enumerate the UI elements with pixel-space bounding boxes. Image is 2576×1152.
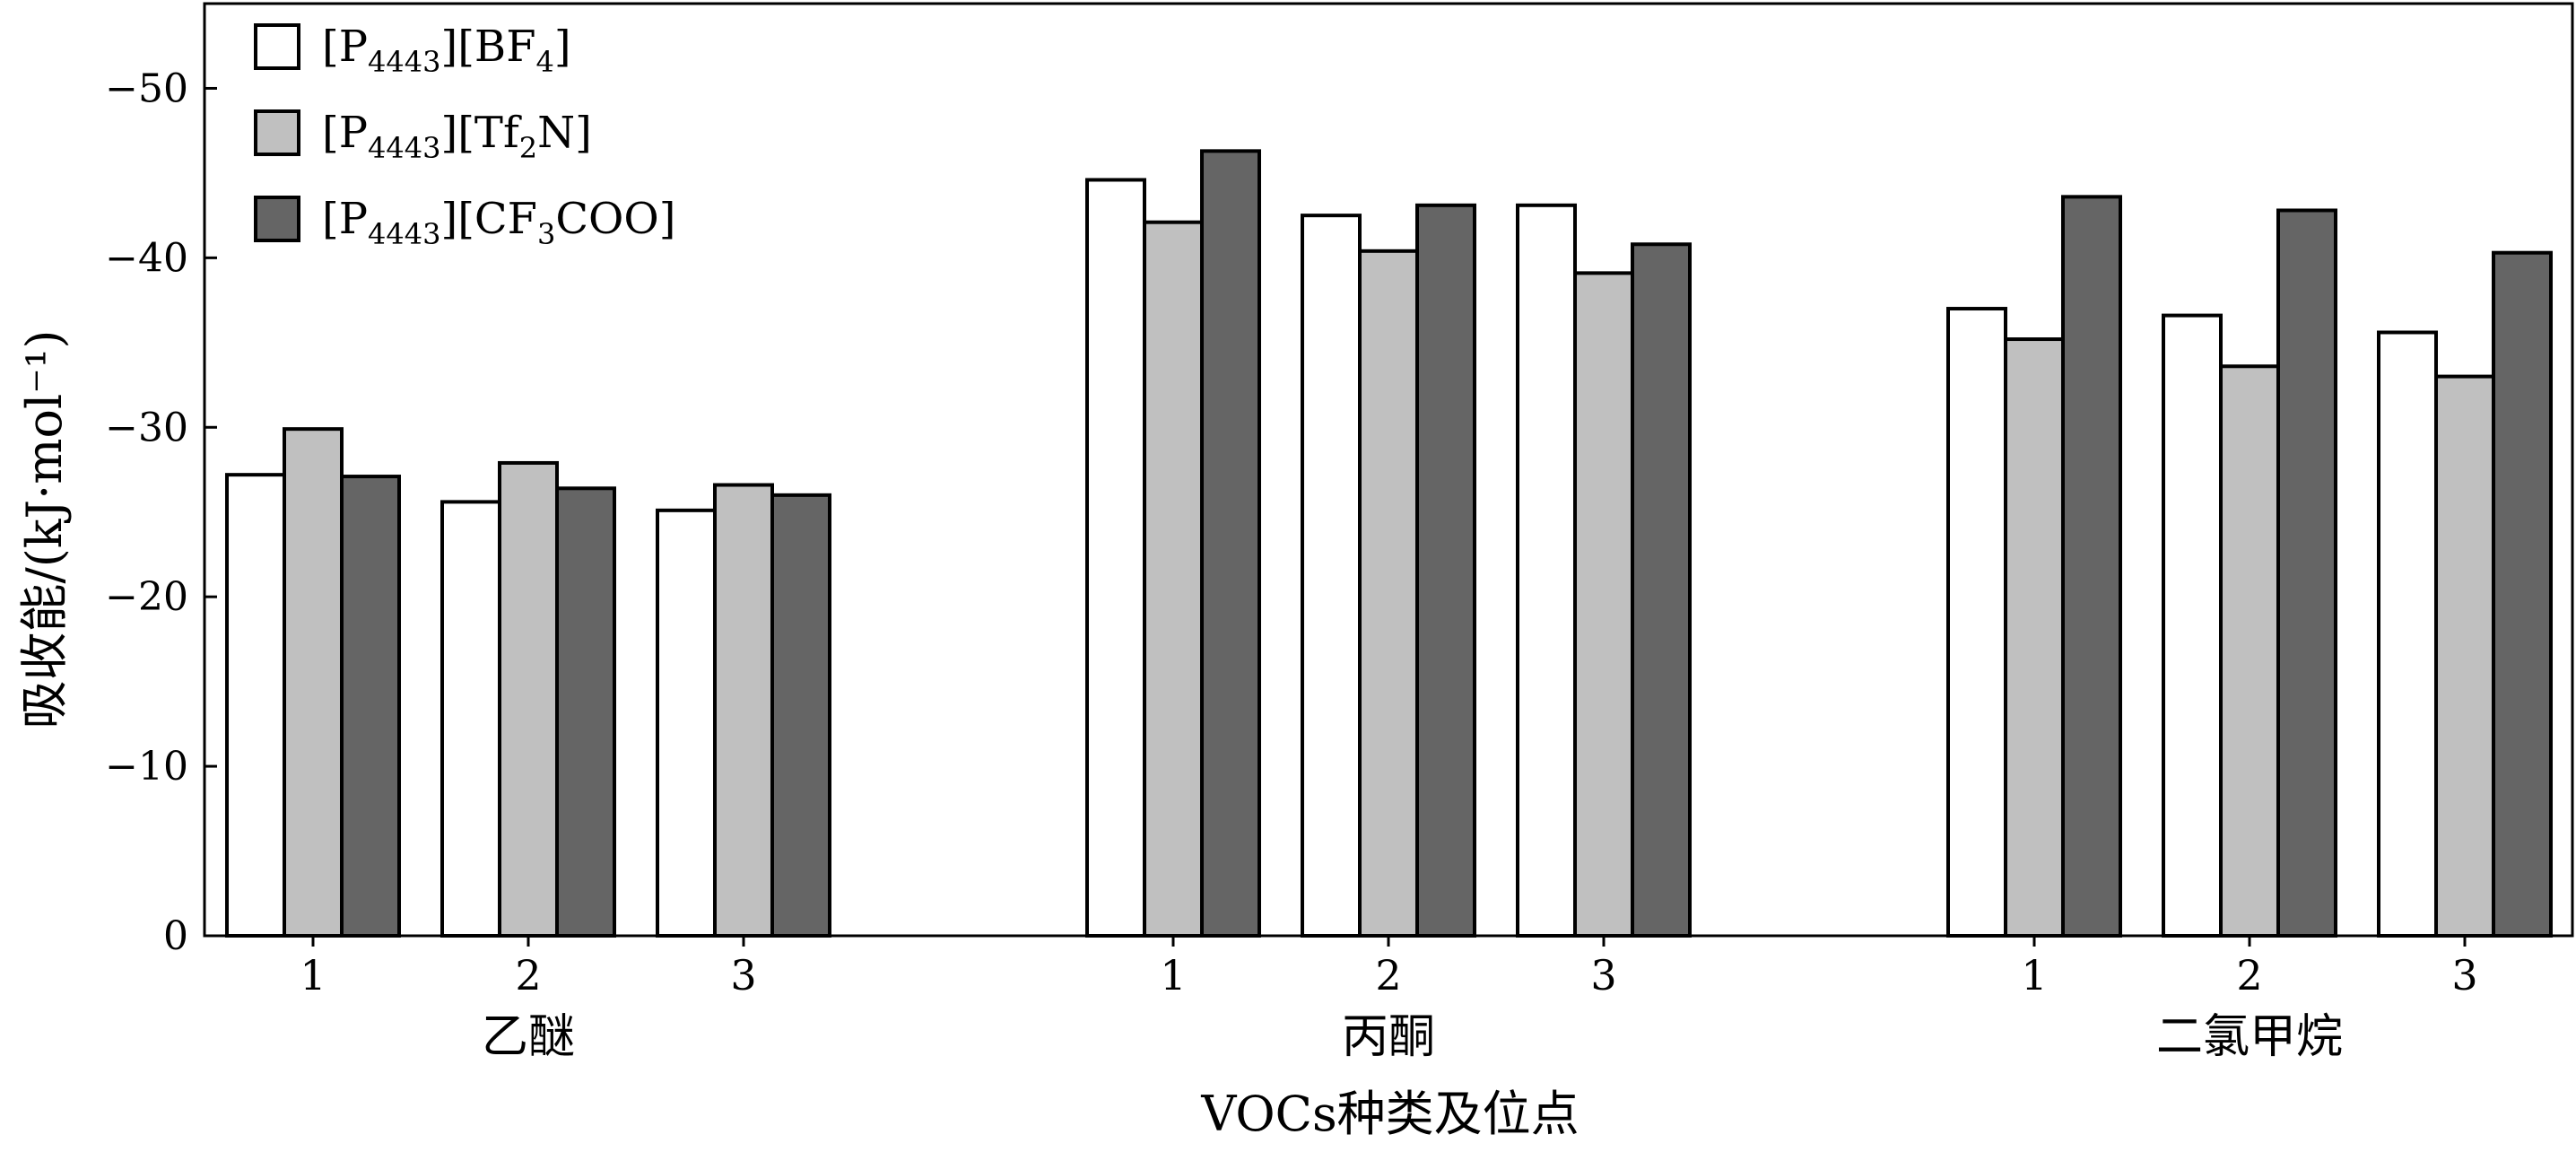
- group-label: 丙酮: [1342, 1010, 1435, 1064]
- y-tick-label: 0: [163, 913, 188, 959]
- site-label: 3: [730, 951, 756, 999]
- site-label: 1: [1160, 951, 1186, 999]
- bar: [2162, 313, 2223, 938]
- bar: [2377, 330, 2438, 938]
- bar: [1573, 271, 1634, 938]
- site-label: 3: [1590, 951, 1616, 999]
- site-label: 1: [2021, 951, 2047, 999]
- legend: [P4443][BF4] [P4443][Tf2N] [P4443][CF3COO]: [254, 22, 675, 251]
- bar: [1085, 178, 1146, 938]
- group-label: 二氯甲烷: [2156, 1010, 2343, 1064]
- bar: [1358, 249, 1419, 938]
- bar: [1516, 203, 1577, 938]
- bar: [340, 475, 401, 938]
- bar: [1200, 149, 1261, 938]
- bar: [555, 486, 616, 938]
- bar: [770, 493, 831, 938]
- bar: [2276, 208, 2337, 938]
- site-label: 2: [1375, 951, 1401, 999]
- y-axis: 0 −10 −20 −30 −40 −50: [105, 65, 217, 959]
- y-axis-title: 吸收能/(kJ·mol⁻¹): [16, 330, 73, 729]
- legend-swatch: [254, 196, 300, 242]
- bar: [1946, 307, 2007, 938]
- y-tick-label: −20: [105, 574, 188, 620]
- bar: [713, 483, 774, 938]
- group-label: 乙醚: [482, 1010, 575, 1064]
- site-label: 2: [515, 951, 541, 999]
- legend-label: [P4443][Tf2N]: [322, 108, 592, 165]
- legend-label: [P4443][BF4]: [322, 22, 571, 79]
- bar: [2004, 337, 2065, 938]
- y-tick-label: −40: [105, 235, 188, 281]
- bar: [1631, 242, 1692, 938]
- legend-swatch: [254, 109, 300, 156]
- x-axis-title: VOCs种类及位点: [1200, 1086, 1579, 1142]
- bar: [225, 473, 286, 938]
- bar: [440, 500, 501, 938]
- bar: [1143, 220, 1204, 938]
- bars: [225, 149, 2553, 938]
- bar: [2061, 195, 2122, 938]
- bar: [498, 460, 559, 938]
- bar: [283, 427, 344, 938]
- bar: [2434, 374, 2495, 938]
- bar: [1301, 214, 1362, 938]
- legend-label: [P4443][CF3COO]: [322, 194, 675, 251]
- x-axis: 1 2 3 乙醚 1 2 3 丙酮 1 2 3 二氯甲烷: [300, 936, 2478, 1064]
- site-label: 3: [2451, 951, 2477, 999]
- bar: [656, 508, 717, 938]
- bar: [2219, 364, 2280, 938]
- y-tick-label: −30: [105, 405, 188, 450]
- bar: [1415, 203, 1476, 938]
- y-tick-label: −50: [105, 65, 188, 111]
- site-label: 1: [300, 951, 326, 999]
- y-tick-label: −10: [105, 744, 188, 790]
- site-label: 2: [2236, 951, 2262, 999]
- legend-swatch: [254, 23, 300, 70]
- bar: [2492, 250, 2553, 938]
